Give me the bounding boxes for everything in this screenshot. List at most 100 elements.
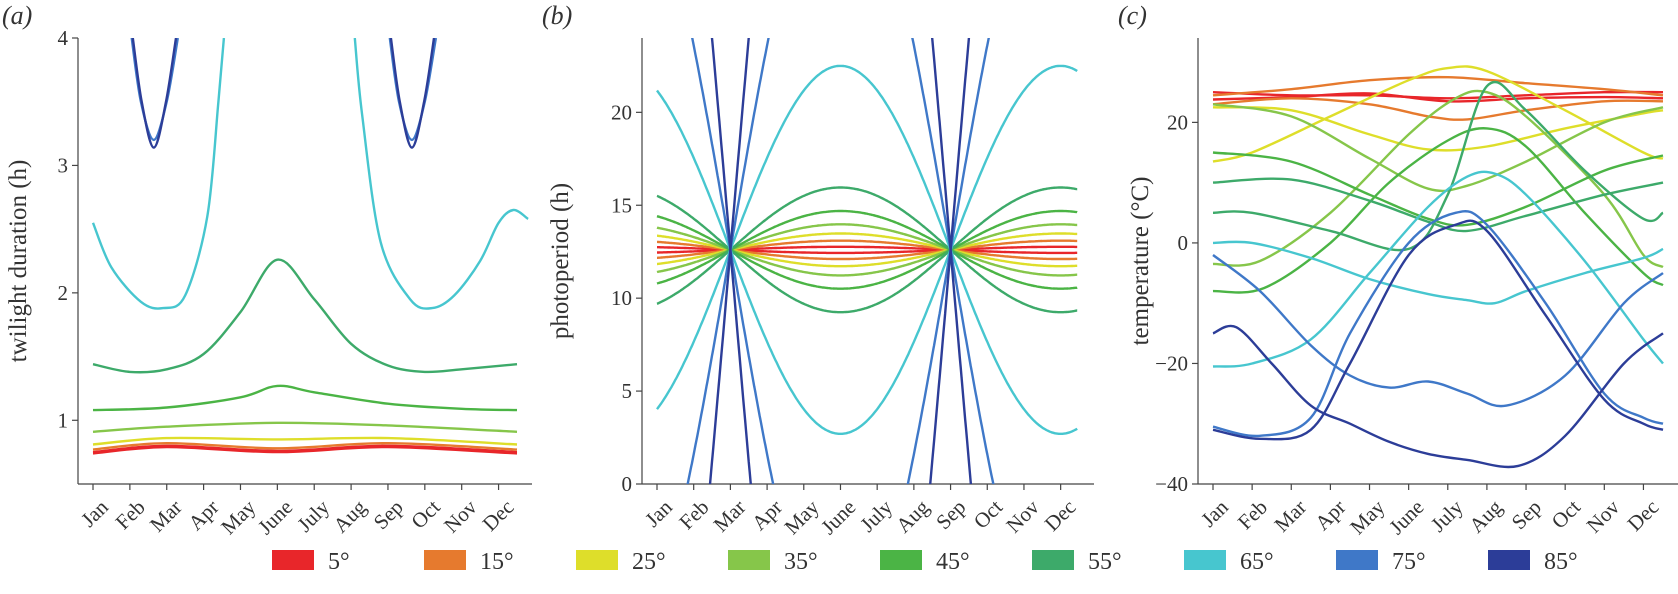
legend-swatch: [576, 550, 618, 570]
series-line: [656, 64, 1078, 436]
y-tick-label: 3: [58, 153, 69, 177]
series-line: [1212, 80, 1664, 252]
x-tick-label: Nov: [1001, 495, 1044, 538]
series-line: [1212, 90, 1664, 100]
x-tick-label: Sep: [369, 495, 408, 534]
y-tick-label: 10: [611, 286, 632, 310]
x-tick-label: Mar: [145, 495, 187, 537]
panel-label: (c): [1118, 1, 1147, 30]
x-tick-label: Sep: [931, 495, 970, 534]
legend-swatch: [1336, 550, 1378, 570]
y-tick-label: 20: [1167, 110, 1188, 134]
y-tick-label: 2: [58, 281, 69, 305]
legend-item: 45°: [880, 549, 970, 575]
legend-item: 35°: [728, 549, 818, 575]
x-tick-label: Dec: [1622, 495, 1663, 536]
series-line: [1212, 324, 1664, 469]
panel-b: 0 5 10 15 20 JanFebMarAprMayJuneJulyAugSepOct…: [542, 1, 1094, 540]
x-tick-label: Mar: [1269, 495, 1311, 537]
legend-item: 65°: [1184, 549, 1274, 575]
x-tick-label: Oct: [969, 495, 1008, 534]
series-line: [656, 186, 1078, 314]
series-line: [1212, 97, 1664, 121]
x-tick-label: Oct: [1547, 495, 1586, 534]
x-tick-label: Feb: [1233, 495, 1272, 534]
legend-swatch: [1032, 550, 1074, 570]
x-tick-label: May: [216, 495, 261, 540]
x-tick-label: Dec: [1040, 495, 1081, 536]
series-line: [691, 38, 990, 484]
series-line: [389, 38, 436, 149]
legend-label: 85°: [1544, 549, 1578, 575]
legend-label: 15°: [480, 549, 514, 575]
series-line: [1212, 240, 1664, 305]
y-axis-title: temperature (°C): [1127, 177, 1154, 346]
x-tick-label: May: [1345, 495, 1390, 540]
series-line: [92, 441, 518, 451]
x-tick-label: July: [1426, 495, 1468, 537]
series-line: [92, 436, 518, 446]
series-line: [353, 38, 529, 310]
x-tick-label: Jan: [76, 495, 113, 532]
x-tick-label: Jan: [1196, 495, 1233, 532]
x-tick-label: Aug: [1464, 495, 1507, 538]
legend-item: 15°: [424, 549, 514, 575]
x-tick-label: Apr: [747, 495, 787, 535]
y-tick-label: 0: [622, 472, 633, 496]
legend-item: 55°: [1032, 549, 1122, 575]
x-tick-label: May: [780, 495, 825, 540]
y-axis-title: twilight duration (h): [5, 160, 32, 363]
x-tick-label: Aug: [891, 495, 934, 538]
x-tick-label: Feb: [111, 495, 150, 534]
panels: 1234JanFebMarAprMayJuneJulyAugSepOctNovD…: [2, 1, 1678, 540]
y-tick-label: −20: [1155, 351, 1188, 375]
x-tick-label: Feb: [674, 495, 713, 534]
y-tick-label: 5: [622, 379, 633, 403]
legend-swatch: [424, 550, 466, 570]
legend-label: 45°: [936, 549, 970, 575]
legend: 5° 15° 25° 35° 45° 55° 65° 75° 85°: [272, 549, 1578, 575]
legend-item: 75°: [1336, 549, 1426, 575]
series-line: [1212, 75, 1664, 97]
y-tick-label: 20: [611, 100, 632, 124]
x-tick-label: Mar: [709, 495, 751, 537]
legend-label: 65°: [1240, 549, 1274, 575]
x-tick-label: Apr: [1310, 495, 1350, 535]
series-line: [1212, 254, 1664, 408]
y-tick-label: −40: [1155, 472, 1188, 496]
x-tick-label: June: [253, 495, 297, 539]
series-line: [92, 258, 518, 374]
series-line: [131, 38, 178, 149]
series-group: [91, 38, 529, 455]
series-line: [1212, 106, 1664, 152]
legend-swatch: [1488, 550, 1530, 570]
series-line: [1212, 89, 1664, 269]
series-line: [710, 38, 971, 484]
x-tick-label: Sep: [1507, 495, 1546, 534]
legend-label: 25°: [632, 549, 666, 575]
legend-label: 55°: [1088, 549, 1122, 575]
series-line: [1212, 170, 1664, 368]
panel-label: (a): [2, 1, 32, 30]
x-tick-label: Nov: [439, 495, 482, 538]
series-line: [1212, 219, 1664, 441]
series-line: [1212, 210, 1664, 438]
legend-swatch: [728, 550, 770, 570]
legend-swatch: [880, 550, 922, 570]
series-line: [92, 384, 518, 412]
legend-label: 5°: [328, 549, 350, 575]
legend-item: 25°: [576, 549, 666, 575]
panel-a: 1 2 3 4 JanFebMarAprMayJuneJulyAugSepOctNovD…: [2, 1, 532, 539]
series-line: [92, 421, 518, 433]
legend-label: 75°: [1392, 549, 1426, 575]
series-line: [656, 64, 1078, 436]
legend-swatch: [1184, 550, 1226, 570]
x-tick-label: June: [1384, 495, 1428, 539]
legend-label: 35°: [784, 549, 818, 575]
x-tick-label: July: [855, 495, 897, 537]
series-line: [92, 444, 518, 454]
series-line: [1212, 127, 1664, 294]
x-tick-label: Oct: [406, 495, 445, 534]
